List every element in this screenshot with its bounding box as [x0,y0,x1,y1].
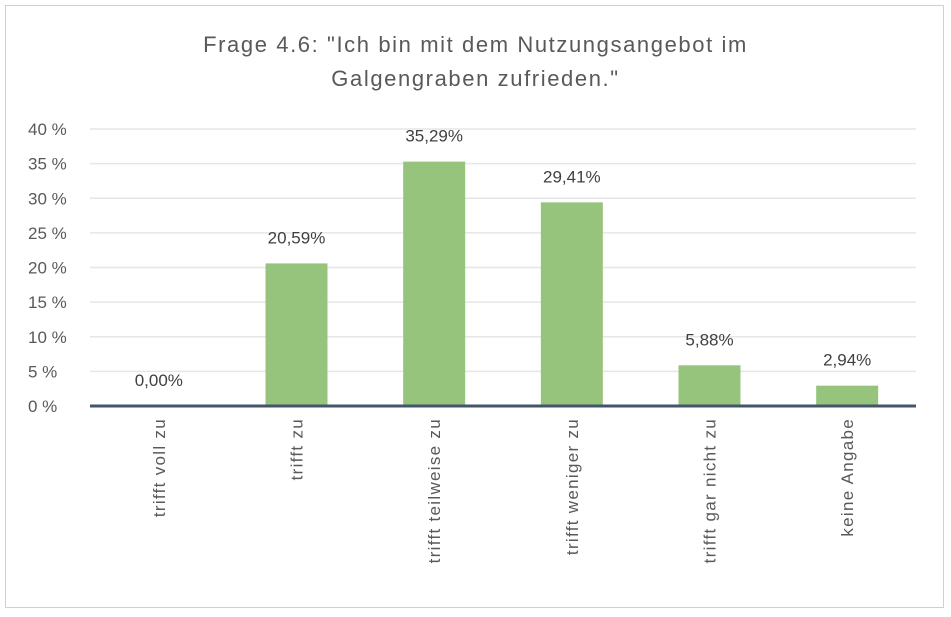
data-label: 29,41% [543,167,601,186]
y-tick-label: 20 % [28,259,67,278]
y-tick-label: 10 % [28,328,67,347]
chart-title: Frage 4.6: "Ich bin mit dem Nutzungsange… [0,28,951,96]
data-label: 2,94% [823,351,871,370]
data-label: 35,29% [405,127,463,146]
x-tick-label: trifft weniger zu [563,418,582,555]
x-tick-label: keine Angabe [838,418,857,537]
y-tick-label: 35 % [28,155,67,174]
x-tick-label: trifft zu [288,418,307,480]
data-label: 0,00% [135,371,183,390]
chart-title-line-1: Frage 4.6: "Ich bin mit dem Nutzungsange… [203,32,748,57]
bar [540,202,603,406]
chart-frame [5,5,944,608]
chart-title-line-2: Galgengraben zufrieden." [331,66,620,91]
y-tick-label: 30 % [28,189,67,208]
y-tick-label: 40 % [28,120,67,139]
y-tick-label: 15 % [28,293,67,312]
y-tick-label: 0 % [28,397,57,416]
x-tick-label: trifft teilweise zu [425,418,444,563]
bar [403,161,466,406]
bar [816,385,879,406]
y-tick-label: 5 % [28,362,57,381]
y-tick-label: 25 % [28,224,67,243]
x-tick-label: trifft voll zu [150,418,169,517]
bar [678,365,741,406]
bar [265,263,328,406]
data-label: 20,59% [268,228,326,247]
x-tick-label: trifft gar nicht zu [701,418,720,563]
data-label: 5,88% [685,330,733,349]
